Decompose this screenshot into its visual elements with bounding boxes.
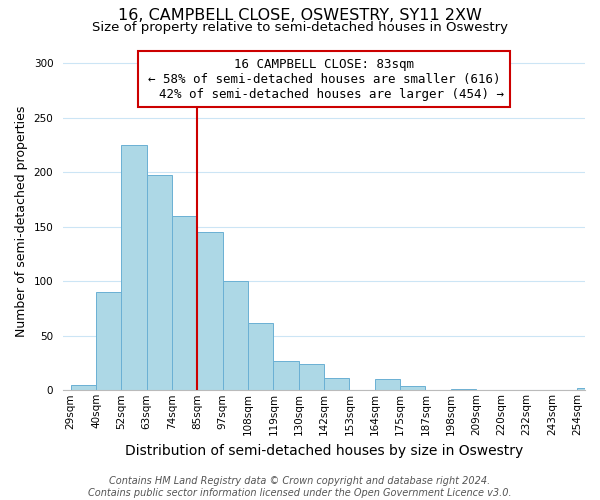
- Bar: [96, 292, 121, 390]
- Bar: [324, 378, 349, 390]
- Bar: [197, 232, 223, 390]
- Bar: [577, 388, 600, 390]
- Bar: [146, 174, 172, 390]
- Text: 16, CAMPBELL CLOSE, OSWESTRY, SY11 2XW: 16, CAMPBELL CLOSE, OSWESTRY, SY11 2XW: [118, 8, 482, 22]
- Text: Contains HM Land Registry data © Crown copyright and database right 2024.
Contai: Contains HM Land Registry data © Crown c…: [88, 476, 512, 498]
- Text: 16 CAMPBELL CLOSE: 83sqm
← 58% of semi-detached houses are smaller (616)
  42% o: 16 CAMPBELL CLOSE: 83sqm ← 58% of semi-d…: [144, 58, 504, 100]
- Y-axis label: Number of semi-detached properties: Number of semi-detached properties: [15, 106, 28, 337]
- Bar: [172, 216, 197, 390]
- Bar: [274, 361, 299, 390]
- Bar: [71, 385, 96, 390]
- Bar: [451, 389, 476, 390]
- X-axis label: Distribution of semi-detached houses by size in Oswestry: Distribution of semi-detached houses by …: [125, 444, 523, 458]
- Bar: [121, 145, 146, 390]
- Bar: [400, 386, 425, 390]
- Text: Size of property relative to semi-detached houses in Oswestry: Size of property relative to semi-detach…: [92, 21, 508, 34]
- Bar: [374, 380, 400, 390]
- Bar: [248, 322, 274, 390]
- Bar: [223, 282, 248, 391]
- Bar: [299, 364, 324, 390]
